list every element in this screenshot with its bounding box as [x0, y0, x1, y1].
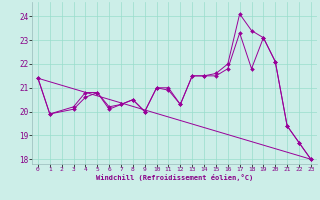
- X-axis label: Windchill (Refroidissement éolien,°C): Windchill (Refroidissement éolien,°C): [96, 174, 253, 181]
